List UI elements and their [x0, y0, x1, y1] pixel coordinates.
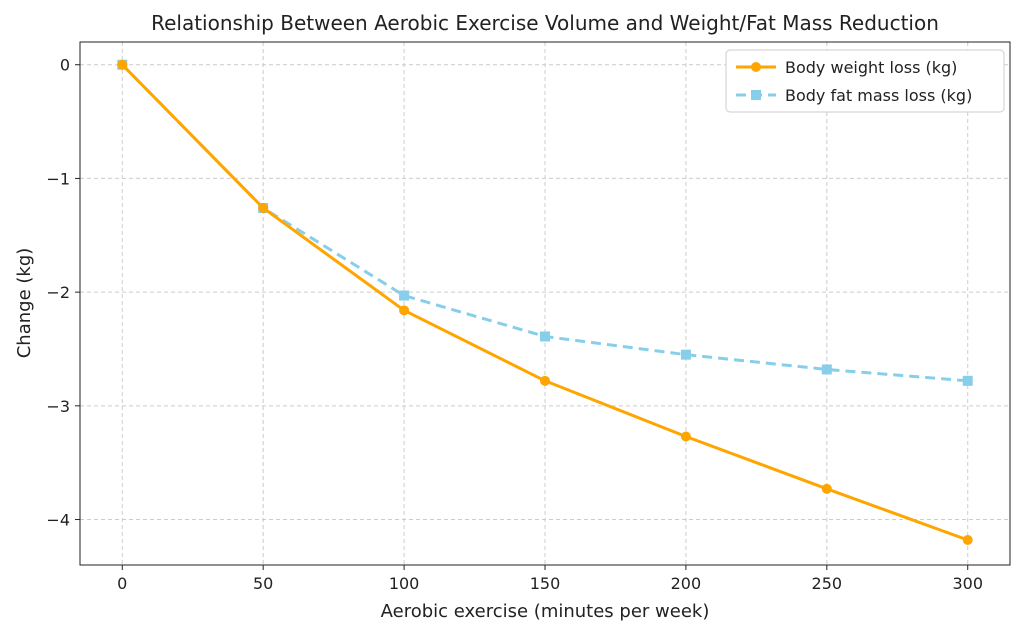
y-tick-label: −4 [46, 511, 70, 530]
x-tick-label: 150 [530, 574, 561, 593]
x-tick-label: 300 [952, 574, 983, 593]
data-point-circle [117, 59, 128, 70]
data-point-circle [962, 534, 973, 545]
data-point-circle [680, 431, 691, 442]
legend-label: Body weight loss (kg) [785, 58, 957, 77]
y-tick-label: −1 [46, 169, 70, 188]
data-point-square [962, 375, 973, 386]
y-tick-label: 0 [60, 56, 70, 75]
data-point-circle [258, 202, 269, 213]
chart-title: Relationship Between Aerobic Exercise Vo… [151, 11, 939, 35]
y-tick-label: −2 [46, 283, 70, 302]
data-point-square [821, 364, 832, 375]
x-tick-label: 200 [671, 574, 702, 593]
x-axis-label: Aerobic exercise (minutes per week) [381, 601, 710, 622]
data-point-circle [540, 375, 550, 386]
x-tick-label: 250 [812, 574, 843, 593]
data-point-circle [821, 483, 832, 494]
legend: Body weight loss (kg) Body fat mass loss … [725, 49, 1005, 113]
legend-marker-circle [751, 62, 761, 72]
x-tick-label: 0 [117, 574, 127, 593]
x-tick-label: 50 [253, 574, 273, 593]
data-point-circle [399, 305, 410, 316]
legend-label: Body fat mass loss (kg) [785, 86, 972, 105]
grid [80, 42, 1010, 565]
legend-box [725, 49, 1005, 113]
series-layer [117, 59, 973, 545]
y-tick-label: −3 [46, 397, 70, 416]
legend-marker-square [751, 90, 761, 100]
y-axis-label: Change (kg) [14, 248, 35, 359]
data-point-square [680, 349, 691, 360]
x-tick-label: 100 [389, 574, 420, 593]
ticks: 0 50 100 150 200 250 300 0 −1 −2 −3 −4 [46, 56, 983, 593]
data-point-square [540, 331, 550, 342]
data-point-square [399, 290, 410, 301]
